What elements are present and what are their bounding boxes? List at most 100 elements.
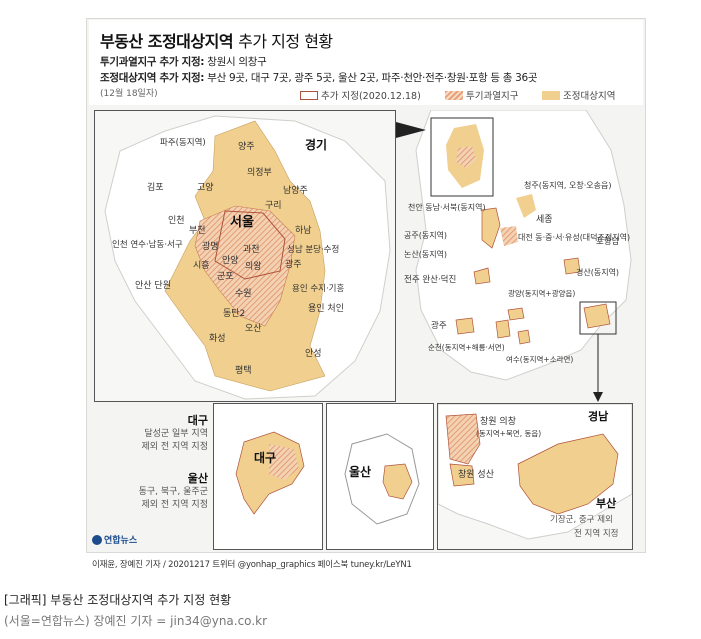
busan-inset-arrow xyxy=(593,392,603,402)
caption-title: [그래픽] 부동산 조정대상지역 추가 지정 현황 xyxy=(4,593,232,607)
map-label: 인천 연수·남동·서구 xyxy=(112,239,183,250)
map-label: 경산(동지역) xyxy=(576,267,619,277)
title-main: 부동산 조정대상지역 xyxy=(100,32,234,51)
map-label: 여수(동지역+소라면) xyxy=(506,354,573,364)
ulsan-desc-line1: 동구, 북구, 울주군 xyxy=(138,487,208,497)
pohang-area xyxy=(563,257,581,275)
legend-adjusted-label: 조정대상지역 xyxy=(563,91,616,102)
legend-speculative-label: 투기과열지구 xyxy=(466,91,519,102)
map-label: 용인 수지·기흥 xyxy=(292,283,345,294)
map-label: 동탄2 xyxy=(223,308,245,319)
map-label: 군포 xyxy=(217,271,234,282)
speculative-line: 투기과열지구 추가 지정: 창원시 의창구 xyxy=(100,54,267,69)
gyeongnam-map-panel: 경남 창원 의창 (동지역+북면, 동읍) 창원 성산 부산 기장군, 중구 제… xyxy=(437,403,633,550)
daegu-description: 달성군 일부 지역 제외 전 지역 지정 xyxy=(110,428,208,454)
legend-added: 추가 지정(2020.12.18) xyxy=(300,88,421,102)
map-label: 양주 xyxy=(238,141,255,152)
ulsan-description: 동구, 북구, 울주군 제외 전 지역 지정 xyxy=(100,486,208,512)
map-label: 과천 xyxy=(243,244,260,255)
jeonju-area xyxy=(473,267,491,285)
yonhap-logo-icon xyxy=(92,535,102,545)
map-label: 순천(동지역+해룡·서면) xyxy=(428,342,505,352)
ulsan-map-panel: 울산 xyxy=(326,403,434,550)
gwangyang-area xyxy=(507,307,525,321)
map-label: 안성 xyxy=(305,348,322,359)
map-label: 광주 xyxy=(431,320,447,331)
speculative-line-label: 투기과열지구 추가 지정: xyxy=(100,56,205,68)
adjusted-line: 조정대상지역 추가 지정: 부산 9곳, 대구 7곳, 광주 5곳, 울산 2곳… xyxy=(100,70,538,85)
changwon-uichang-label: 창원 의창 xyxy=(480,416,516,427)
map-label: 인천 xyxy=(168,215,185,226)
gyeongnam-region-label: 경남 xyxy=(588,409,608,423)
map-label: 안산 단원 xyxy=(135,280,171,291)
cheongju-area xyxy=(516,194,536,218)
map-label: 남양주 xyxy=(283,185,308,196)
map-label: 공주(동지역) xyxy=(404,230,447,240)
busan-desc-line2: 전 지역 지정 xyxy=(574,528,619,539)
daejeon-area xyxy=(500,226,518,246)
map-label: 청주(동지역, 오창·오송읍) xyxy=(524,180,611,190)
legend-added-swatch xyxy=(300,91,318,100)
map-label: 의왕 xyxy=(245,261,262,272)
seoul-label: 서울 xyxy=(230,214,254,230)
infographic-title: 부동산 조정대상지역 추가 지정 현황 xyxy=(100,28,333,52)
changwon-seongsan-label: 창원 성산 xyxy=(458,469,494,480)
yonhap-logo-text: 연합뉴스 xyxy=(104,536,138,546)
ulsan-map: 울산 xyxy=(344,433,420,525)
legend-adjusted: 조정대상지역 xyxy=(542,88,615,102)
daegu-map-label: 대구 xyxy=(254,451,276,465)
map-label: 오산 xyxy=(245,323,262,334)
legend-added-label: 추가 지정(2020.12.18) xyxy=(321,91,421,102)
infographic-header: 부동산 조정대상지역 추가 지정 현황 투기과열지구 추가 지정: 창원시 의창… xyxy=(89,20,643,105)
map-label: 고양 xyxy=(197,182,214,193)
yonhap-logo: 연합뉴스 xyxy=(92,533,137,546)
map-label: 안양 xyxy=(222,255,239,266)
gwangju-area xyxy=(455,317,475,335)
ulsan-map-label: 울산 xyxy=(349,464,371,479)
map-label: 부천 xyxy=(189,225,206,236)
seoul-mini xyxy=(456,146,476,168)
map-label: 전주 완산·덕진 xyxy=(404,274,456,285)
legend-speculative-swatch xyxy=(445,91,463,100)
daegu-title: 대구 xyxy=(187,414,208,427)
legend-speculative: 투기과열지구 xyxy=(445,88,518,102)
gyeonggi-region-label: 경기 xyxy=(305,137,327,152)
changwon-seongsan xyxy=(449,463,475,487)
map-label: 성남 분당·수정 xyxy=(287,244,339,255)
map-label: 평택 xyxy=(235,365,252,376)
daegu-map: 대구 xyxy=(235,431,305,515)
suncheon-area xyxy=(495,319,511,339)
busan-adjusted xyxy=(517,433,619,515)
speculative-line-value: 창원시 의창구 xyxy=(207,56,267,68)
gyeonggi-map-panel: 경기 서울 파주(동지역) 양주 의정부 김포 고양 남양주 구리 인천 부천 … xyxy=(94,110,396,402)
map-label: 광양(동지역+광양읍) xyxy=(508,288,575,298)
title-sub: 추가 지정 현황 xyxy=(238,32,333,51)
map-label: 대전 동·중·서·유성(대덕조정지역) xyxy=(518,232,630,242)
daegu-map-panel: 대구 xyxy=(213,403,323,550)
busan-area xyxy=(583,303,611,329)
cheonan-area xyxy=(481,207,501,249)
yeosu-area xyxy=(517,329,531,345)
gyeonggi-inset-box xyxy=(430,117,494,197)
date-note: (12월 18일자) xyxy=(100,89,158,99)
map-label: 하남 xyxy=(295,225,312,236)
map-label: 의정부 xyxy=(247,167,272,178)
map-label: 포항남 xyxy=(596,237,620,247)
ulsan-adjusted xyxy=(382,463,413,500)
ulsan-desc-line2: 제외 전 지역 지정 xyxy=(141,500,208,510)
map-label: 광주 xyxy=(285,258,302,270)
busan-label: 부산 xyxy=(596,496,616,510)
inset-pointer xyxy=(396,122,426,138)
map-label: 구리 xyxy=(265,200,282,211)
adjusted-line-label: 조정대상지역 추가 지정: xyxy=(100,72,205,84)
map-label: 천안 동남·서북(동지역) xyxy=(408,202,486,212)
gyeonggi-map: 경기 서울 파주(동지역) 양주 의정부 김포 고양 남양주 구리 인천 부천 … xyxy=(95,111,395,401)
map-label: 수원 xyxy=(235,288,252,299)
map-label: 세종 xyxy=(536,214,553,225)
map-label: 시흥 xyxy=(193,259,210,271)
daegu-speculative xyxy=(269,444,299,480)
map-label: 논산(동지역) xyxy=(404,249,447,259)
ulsan-outline xyxy=(344,433,420,525)
caption-byline: (서울=연합뉴스) 장예진 기자 = jin34@yna.co.kr xyxy=(4,614,268,628)
map-label: 화성 xyxy=(209,333,226,344)
